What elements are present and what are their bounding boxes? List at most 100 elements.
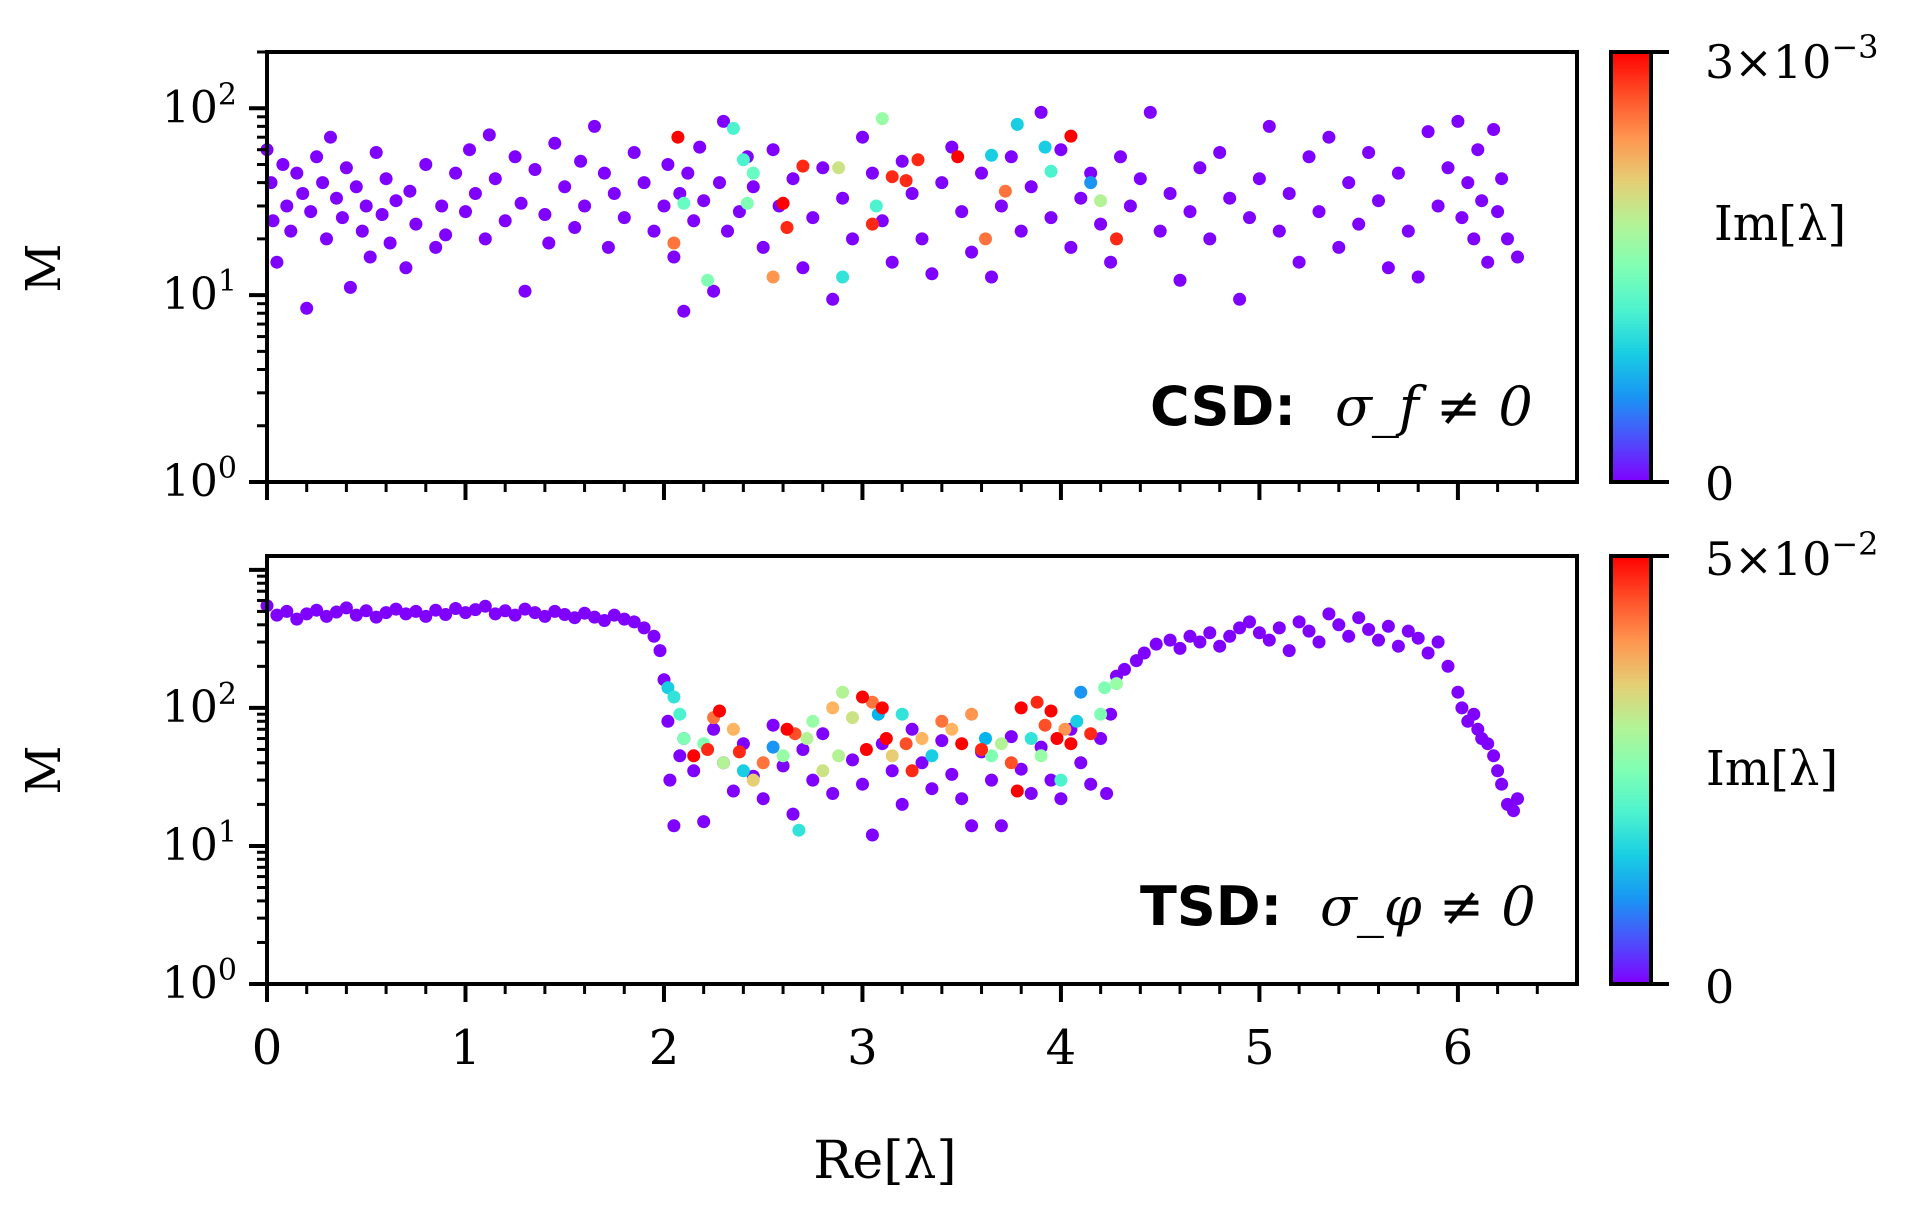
data-point	[1050, 732, 1064, 745]
data-point	[1203, 232, 1217, 246]
data-point	[488, 172, 502, 186]
data-point	[885, 255, 899, 269]
data-point	[836, 191, 850, 205]
data-point	[369, 146, 383, 159]
data-point	[1312, 205, 1326, 219]
data-point	[548, 136, 562, 150]
data-point	[1094, 217, 1108, 231]
data-point	[736, 153, 750, 167]
data-point	[1084, 727, 1098, 741]
data-point	[776, 759, 790, 773]
data-point	[1282, 644, 1296, 658]
data-point	[732, 745, 746, 759]
data-point	[800, 732, 814, 745]
data-point	[1411, 270, 1425, 284]
data-point	[756, 792, 770, 806]
data-point	[1451, 114, 1465, 128]
data-point	[816, 161, 830, 175]
data-point	[756, 240, 770, 254]
data-point	[266, 214, 280, 228]
data-point	[607, 608, 621, 622]
data-point	[846, 753, 859, 767]
data-point	[1203, 626, 1217, 640]
data-point	[1292, 255, 1306, 269]
data-point	[435, 199, 449, 213]
data-point	[1272, 224, 1286, 238]
data-point	[721, 224, 734, 238]
data-point	[508, 150, 522, 164]
data-point	[806, 714, 820, 728]
x-tick-label: 6	[1443, 1020, 1474, 1076]
data-point	[498, 214, 512, 228]
data-point	[766, 143, 780, 157]
data-point	[528, 606, 542, 620]
y-tick-label: 101	[162, 815, 237, 871]
data-point	[588, 119, 601, 133]
data-point	[1163, 633, 1177, 647]
data-point	[429, 240, 443, 254]
data-point	[1094, 194, 1108, 208]
data-point	[975, 743, 988, 756]
data-point	[310, 603, 324, 617]
data-point	[1233, 292, 1247, 306]
data-point	[657, 199, 671, 213]
colorbar-max-label: 5×10−2	[1705, 525, 1879, 586]
data-point	[1381, 261, 1395, 275]
data-point	[832, 749, 846, 763]
data-point	[409, 217, 423, 231]
data-point	[1252, 172, 1266, 186]
data-point	[865, 828, 879, 842]
data-point	[280, 604, 294, 618]
data-point	[1070, 714, 1084, 728]
data-point	[905, 764, 919, 778]
data-point	[597, 614, 611, 627]
points	[260, 105, 1524, 318]
data-point	[869, 199, 883, 213]
data-point	[1372, 194, 1385, 208]
data-point	[905, 187, 919, 200]
data-point	[673, 707, 687, 721]
data-point	[1100, 787, 1114, 800]
data-point	[895, 707, 909, 721]
data-point	[1118, 662, 1131, 676]
data-point	[280, 199, 294, 213]
data-point	[1282, 187, 1296, 200]
data-point	[915, 732, 929, 745]
data-point	[1183, 629, 1197, 643]
data-point	[429, 603, 443, 617]
data-point	[478, 599, 492, 613]
data-point	[865, 166, 879, 180]
data-point	[1064, 240, 1078, 254]
data-point	[343, 280, 357, 294]
data-point	[300, 301, 314, 315]
data-point	[766, 740, 780, 754]
data-point	[1262, 633, 1276, 647]
y-tick-label: 100	[162, 953, 237, 1009]
data-point	[905, 722, 919, 736]
data-point	[568, 611, 582, 625]
data-point	[1332, 618, 1346, 632]
data-point	[518, 284, 532, 298]
data-point	[538, 208, 552, 221]
data-point	[1441, 161, 1455, 175]
data-point	[1133, 172, 1147, 186]
data-point	[1467, 232, 1481, 246]
data-point	[1491, 764, 1505, 778]
data-point	[548, 604, 562, 618]
data-point	[985, 749, 998, 763]
data-point	[717, 756, 730, 770]
data-point	[1292, 615, 1306, 629]
data-point	[578, 606, 592, 620]
data-point	[1038, 140, 1052, 154]
data-point	[998, 184, 1012, 198]
data-point	[1074, 756, 1088, 770]
data-point	[647, 629, 661, 643]
data-point	[1064, 737, 1078, 751]
data-point	[330, 605, 343, 619]
data-point	[885, 170, 899, 184]
data-point	[945, 722, 959, 736]
data-point	[875, 701, 889, 715]
data-point	[925, 749, 939, 763]
data-point	[746, 180, 760, 194]
data-point	[875, 214, 889, 228]
